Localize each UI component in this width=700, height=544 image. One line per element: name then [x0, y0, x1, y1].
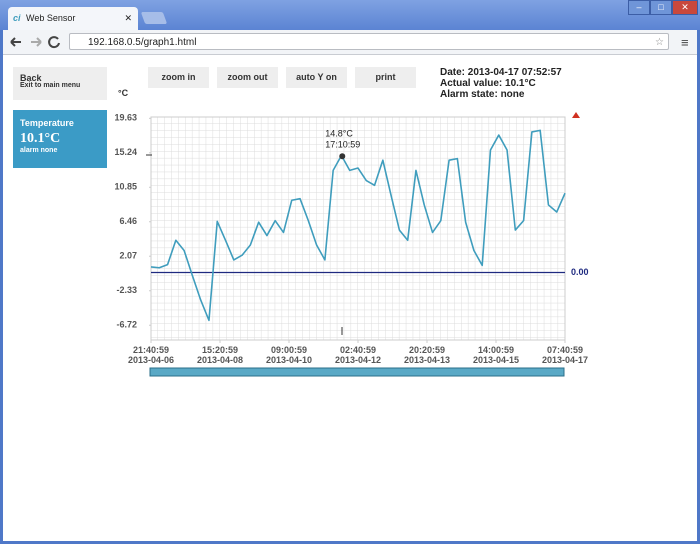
menu[interactable]: ≡ — [681, 35, 689, 50]
back-hint: Exit to main menu — [20, 82, 81, 89]
x-tick-label: 14:00:59 2013-04-15 — [472, 345, 520, 365]
url: 192.168.0.5/graph1.html — [88, 37, 197, 48]
tab-title: Web Sensor — [26, 13, 76, 23]
print-button[interactable]: print — [355, 67, 416, 88]
x-tick-label: 15:20:59 2013-04-08 — [196, 345, 244, 365]
nav-buttons — [10, 36, 60, 49]
x-tick-label: 21:40:59 2013-04-06 — [127, 345, 175, 365]
y-tick-label: 10.85 — [114, 182, 137, 192]
toolbar: 192.168.0.5/graph1.html ☆ ≡ — [3, 30, 697, 55]
x-tick-label: 02:40:59 2013-04-12 — [334, 345, 382, 365]
x-tick-label: 20:20:59 2013-04-13 — [403, 345, 451, 365]
zoom-in-button[interactable]: zoom in — [148, 67, 209, 88]
y-tick-label: -2.33 — [116, 285, 137, 295]
status-actual: Actual value: 10.1°C — [440, 78, 536, 89]
y-tick-label: 15.24 — [114, 147, 137, 157]
forward-button[interactable] — [31, 37, 42, 47]
data-line — [150, 129, 566, 322]
sensor-tile[interactable]: Temperature 10.1°C alarm none — [13, 110, 107, 168]
sensor-value: 10.1°C — [20, 131, 61, 146]
zoom-out-button[interactable]: zoom out — [217, 67, 278, 88]
auto-y-button[interactable]: auto Y on — [286, 67, 347, 88]
maximize[interactable]: □ — [650, 0, 672, 15]
chart: °C 19.63 15.24 10.85 6.46 2.07 -2.33 -6.72 0.00… — [114, 88, 589, 377]
back-label: Back — [20, 73, 42, 83]
back-button[interactable] — [10, 37, 21, 47]
y-tick-label: 2.07 — [119, 251, 137, 261]
x-tick-label: 09:00:59 2013-04-10 — [265, 345, 313, 365]
annotation-value: 14.8°C — [325, 128, 353, 138]
favicon: ci — [13, 13, 21, 23]
reload-button[interactable] — [48, 36, 60, 49]
new-tab[interactable] — [140, 12, 168, 24]
annotation-marker — [339, 153, 346, 160]
status-date: Date: 2013-04-17 07:52:57 — [440, 67, 562, 78]
plot-area — [150, 116, 566, 341]
back-menu[interactable]: Back Exit to main menu — [13, 67, 107, 100]
y-tick-label: 6.46 — [119, 216, 137, 226]
reference-label: 0.00 — [571, 267, 589, 277]
y-tick-label: -6.72 — [116, 320, 137, 330]
tab[interactable]: ci Web Sensor ✕ — [8, 7, 138, 30]
address-bar[interactable]: 192.168.0.5/graph1.html ☆ — [69, 33, 669, 50]
annotation-time: 17:10:59 — [325, 139, 360, 149]
scrollbar[interactable] — [149, 367, 565, 377]
title-bar: ci Web Sensor ✕ – □ ✕ — [0, 0, 700, 30]
star[interactable]: ☆ — [655, 37, 664, 48]
y-unit: °C — [118, 88, 129, 98]
y-tick-label: 19.63 — [114, 113, 137, 123]
sensor-name: Temperature — [20, 118, 74, 128]
x-tick-label: 07:40:59 2013-04-17 — [541, 345, 589, 365]
alarm-indicator — [572, 112, 580, 118]
close[interactable]: ✕ — [672, 0, 698, 15]
sensor-alarm: alarm none — [20, 147, 58, 154]
minimize[interactable]: – — [628, 0, 650, 15]
page: Back Exit to main menu Temperature 10.1°… — [3, 55, 697, 541]
tab-close[interactable]: ✕ — [124, 13, 132, 23]
status-alarm: Alarm state: none — [440, 89, 525, 100]
